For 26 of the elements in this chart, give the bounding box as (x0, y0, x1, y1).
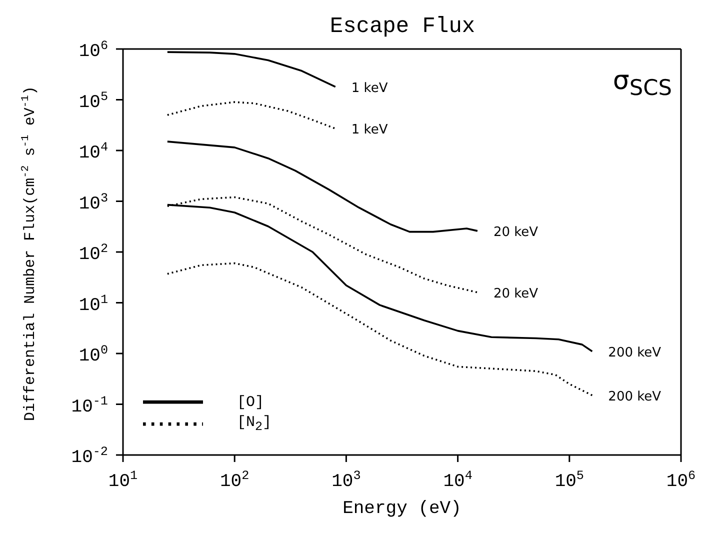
x-tick-label: 10$^{5}$ (554, 469, 584, 492)
y-tick-label: 10$^{4}$ (78, 140, 108, 164)
y-tick-label: 10$^{1}$ (78, 292, 108, 316)
x-axis-title: Energy (eV) (342, 499, 462, 519)
x-tick-label: 10$^{6}$ (666, 469, 696, 492)
y-tick-label: 10$^{2}$ (78, 242, 108, 265)
y-tick-label: 10$^{3}$ (78, 191, 108, 214)
y-tick-label: 10$^{0}$ (78, 344, 108, 366)
x-tick-label: 10$^{3}$ (332, 469, 361, 492)
chart-title: Escape Flux (328, 14, 476, 39)
y-tick-label: 10$^{-1}$ (71, 394, 108, 418)
x-tick-label: 10$^{4}$ (443, 469, 472, 492)
y-tick-label: 10$^{5}$ (78, 90, 108, 113)
annotation: σ$_{SCS}$ (612, 66, 672, 102)
annotation: 1 keV (351, 122, 388, 138)
y-tick-label: 10$^{6}$ (78, 39, 108, 62)
annotation: 1 keV (351, 80, 388, 96)
y-tick-label: 10$^{-2}$ (71, 445, 108, 468)
legend-label: [O] (237, 394, 264, 410)
annotation: 20 keV (493, 286, 538, 302)
annotation: 200 keV (608, 389, 662, 404)
x-tick-label: 10$^{1}$ (108, 469, 138, 492)
legend-label: [N$_{2}$] (237, 414, 272, 434)
annotation: 200 keV (608, 345, 662, 360)
annotation: 20 keV (493, 224, 538, 240)
x-tick-label: 10$^{2}$ (220, 469, 250, 492)
